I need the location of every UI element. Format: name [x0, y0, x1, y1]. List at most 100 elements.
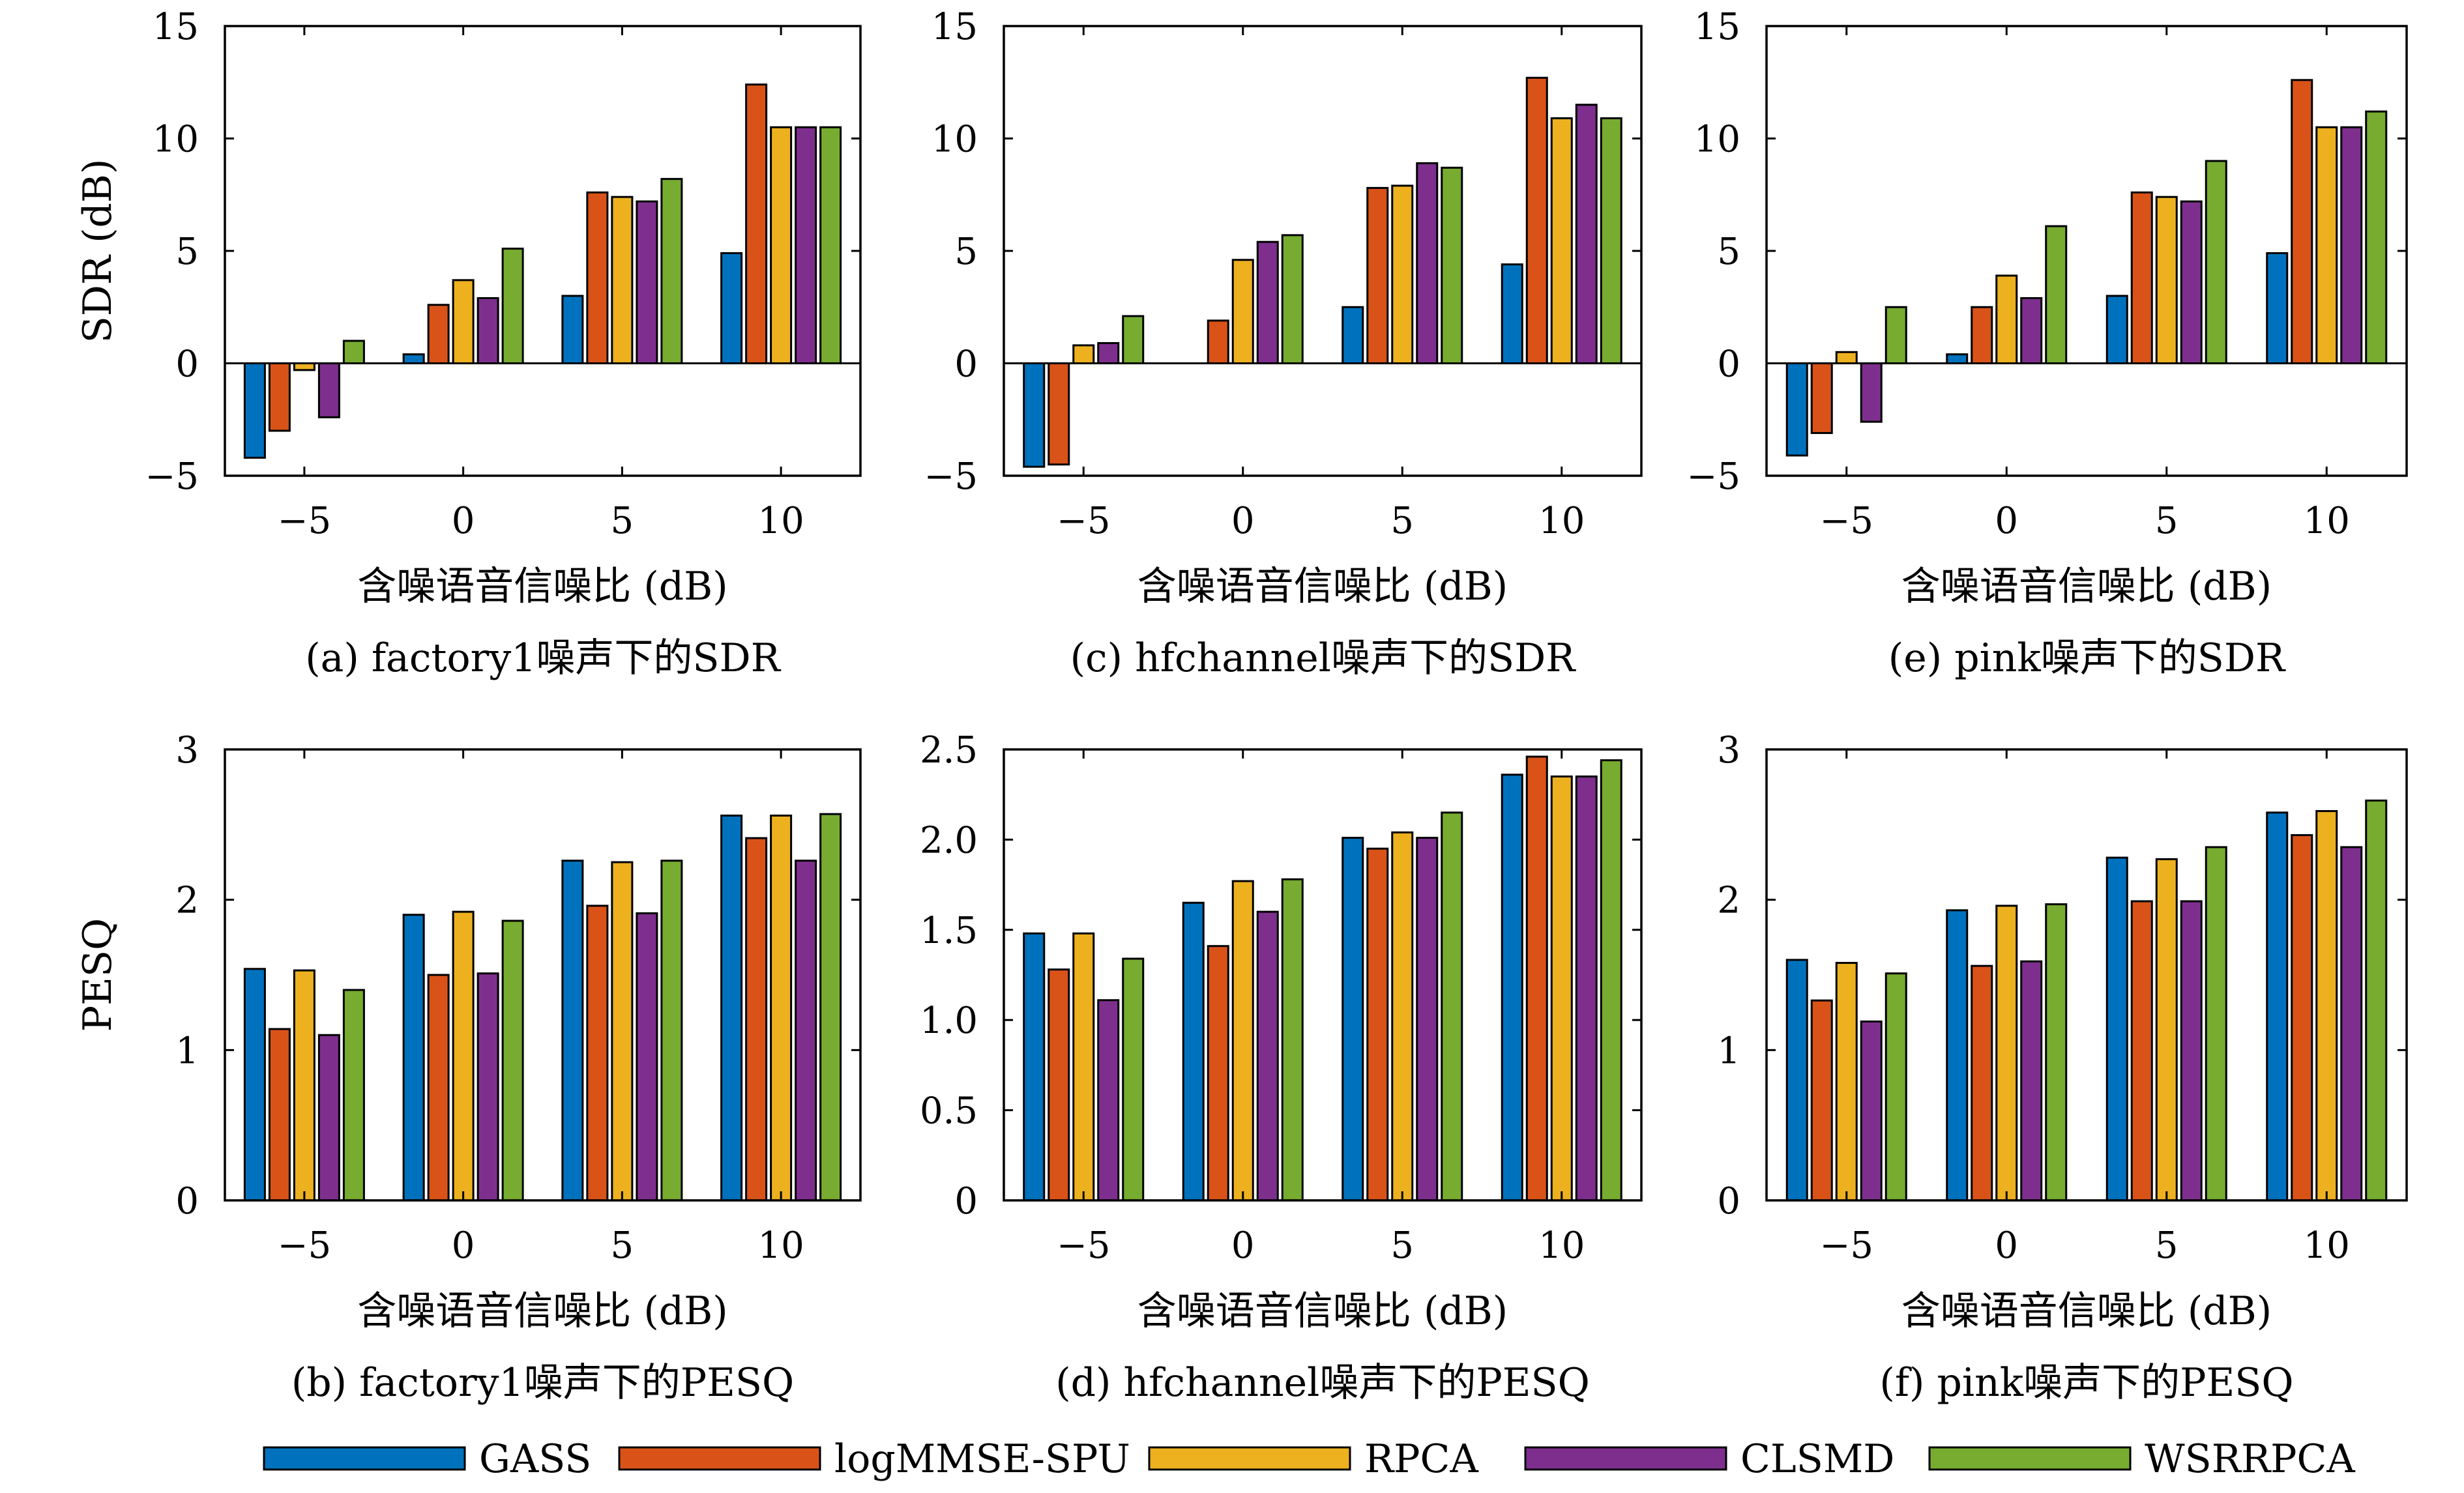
- legend-item: CLSMD: [1524, 1436, 1894, 1482]
- panel-caption: (f) pink噪声下的PESQ: [1879, 1360, 2293, 1406]
- legend-swatch: [1524, 1446, 1727, 1471]
- y-tick-label: 10: [931, 119, 978, 161]
- bar: [1072, 932, 1095, 1202]
- x-axis-label: 含噪语音信噪比 (dB): [1901, 1288, 2272, 1334]
- panel-caption: (a) factory1噪声下的SDR: [305, 635, 781, 681]
- bar: [1072, 344, 1095, 365]
- legend-label: CLSMD: [1740, 1436, 1894, 1482]
- chart-panel-a: −5 0 5 10 15 −5 0 5 10 含噪语音信噪比 (dB) (a) factory1噪声…: [75, 6, 862, 681]
- bar: [1946, 909, 1969, 1202]
- bar: [770, 814, 793, 1202]
- bar: [402, 353, 425, 365]
- x-tick-label: 5: [611, 500, 634, 542]
- bar: [586, 905, 609, 1202]
- x-tick-label: −5: [1057, 500, 1111, 542]
- x-tick-label: 5: [2155, 1225, 2178, 1267]
- bar: [2266, 252, 2289, 365]
- y-tick-label: 0: [954, 1180, 978, 1223]
- bar: [636, 200, 658, 364]
- bar: [2020, 960, 2043, 1202]
- bar: [770, 126, 793, 364]
- bar: [1391, 831, 1414, 1202]
- y-tick-label: 1.5: [920, 910, 978, 952]
- panels: −5 0 5 10 15 −5 0 5 10 含噪语音信噪比 (dB) (a) factory1噪声…: [75, 6, 2408, 1406]
- bar: [1023, 932, 1046, 1202]
- bar: [1885, 972, 1907, 1202]
- panel-caption: (c) hfchannel噪声下的SDR: [1070, 635, 1577, 681]
- bar: [1182, 901, 1205, 1202]
- bar: [1097, 999, 1120, 1202]
- chart-panel-b: 0 1 2 3 −5 0 5 10 含噪语音信噪比 (dB) (b) factory1噪声下的PE…: [75, 729, 862, 1406]
- bar: [2130, 900, 2153, 1202]
- x-tick-label: 0: [1995, 1225, 2018, 1267]
- y-tick-label: 5: [954, 231, 978, 273]
- legend-swatch: [1928, 1446, 2132, 1471]
- bar: [1122, 957, 1145, 1202]
- bar: [268, 362, 291, 432]
- bar: [1860, 362, 1883, 423]
- x-tick-label: 10: [757, 1225, 804, 1267]
- legend-swatch: [263, 1446, 466, 1471]
- y-tick-label: 5: [1717, 231, 1740, 273]
- bar: [1281, 234, 1304, 364]
- bar: [2130, 191, 2153, 364]
- x-tick-label: 10: [1538, 1225, 1585, 1267]
- bar: [1231, 259, 1254, 364]
- bar: [636, 912, 658, 1202]
- bar: [452, 279, 475, 365]
- bar: [427, 304, 450, 364]
- bar: [501, 248, 524, 364]
- legend: GASS logMMSE-SPU RPCA CLSMD WSRRPCA: [263, 1436, 2355, 1482]
- x-axis-label: 含噪语音信噪比 (dB): [1901, 564, 2272, 609]
- y-tick-label: 3: [1717, 729, 1740, 772]
- bar: [561, 860, 584, 1202]
- bar: [2291, 79, 2313, 365]
- bar: [2291, 833, 2313, 1202]
- bar: [2205, 846, 2227, 1202]
- x-tick-label: 10: [2304, 1225, 2350, 1267]
- chart-panel-e: −5 0 5 10 15 −5 0 5 10 含噪语音信噪比 (dB) (e) pink噪声下的SD…: [1686, 6, 2408, 681]
- legend-label: RPCA: [1364, 1436, 1478, 1482]
- bar: [2340, 126, 2363, 364]
- y-tick-label: 0: [954, 343, 978, 386]
- bar: [586, 191, 609, 364]
- bar: [1785, 959, 1808, 1202]
- x-tick-label: 0: [1995, 500, 2018, 542]
- bar: [1785, 362, 1808, 457]
- bar: [1023, 362, 1046, 468]
- bar: [660, 860, 683, 1202]
- bar: [795, 860, 817, 1202]
- y-tick-label: 10: [1694, 119, 1740, 161]
- y-tick-label: 15: [931, 6, 978, 48]
- y-tick-label: 15: [1694, 6, 1740, 48]
- x-tick-label: 10: [1538, 500, 1585, 542]
- bar: [1207, 945, 1229, 1202]
- bar: [2105, 295, 2128, 364]
- y-tick-label: 2: [175, 880, 199, 922]
- x-tick-label: −5: [1819, 1225, 1873, 1267]
- bar: [2205, 160, 2227, 364]
- bar: [2155, 858, 2178, 1202]
- y-tick-label: 0: [1717, 343, 1740, 386]
- y-tick-label: 5: [175, 231, 199, 273]
- bar: [2340, 846, 2363, 1202]
- y-tick-label: −5: [145, 456, 199, 498]
- axes-frame: [1765, 748, 2408, 1202]
- y-tick-label: 0: [1717, 1180, 1740, 1223]
- bar: [1231, 880, 1254, 1202]
- chart-panel-d: 0 0.5 1.0 1.5 2.0 2.5 −5 0 5 10 含噪语音信噪比 (dB) (d) hf…: [920, 729, 1643, 1406]
- x-tick-label: 0: [452, 500, 475, 542]
- bar: [1995, 274, 2018, 365]
- bar: [2365, 110, 2388, 364]
- x-tick-label: 10: [2304, 500, 2350, 542]
- bar: [1441, 811, 1463, 1202]
- bar: [660, 178, 683, 364]
- x-tick-label: 0: [452, 1225, 475, 1267]
- legend-item: RPCA: [1148, 1436, 1478, 1482]
- bar: [2045, 903, 2068, 1202]
- x-tick-label: 5: [1390, 1225, 1414, 1267]
- bar: [427, 974, 450, 1202]
- legend-item: logMMSE-SPU: [618, 1436, 1130, 1482]
- bar: [317, 1034, 340, 1202]
